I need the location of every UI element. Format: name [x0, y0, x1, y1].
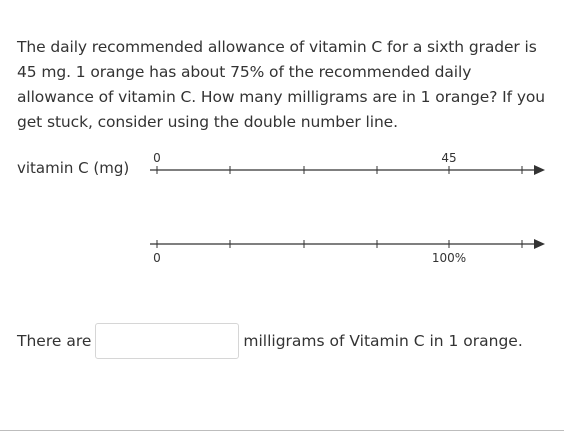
top-tick-label: 0 — [153, 151, 161, 165]
bottom-tick-label: 0 — [153, 251, 161, 265]
bottom-arrow-icon — [534, 239, 545, 249]
top-arrow-icon — [534, 165, 545, 175]
answer-row: There are milligrams of Vitamin C in 1 o… — [17, 322, 523, 360]
number-line-top-label: vitamin C (mg) — [17, 159, 130, 177]
bottom-tick-label: 100% — [432, 251, 466, 265]
top-tick-label: 45 — [441, 151, 456, 165]
answer-prefix: There are — [17, 332, 92, 350]
answer-suffix: milligrams of Vitamin C in 1 orange. — [243, 332, 523, 350]
problem-text: The daily recommended allowance of vitam… — [17, 38, 546, 131]
answer-input[interactable] — [95, 323, 240, 359]
problem-statement: The daily recommended allowance of vitam… — [17, 35, 547, 135]
bottom-divider — [0, 430, 564, 431]
double-number-line: 0 45 0 100% — [150, 151, 545, 265]
